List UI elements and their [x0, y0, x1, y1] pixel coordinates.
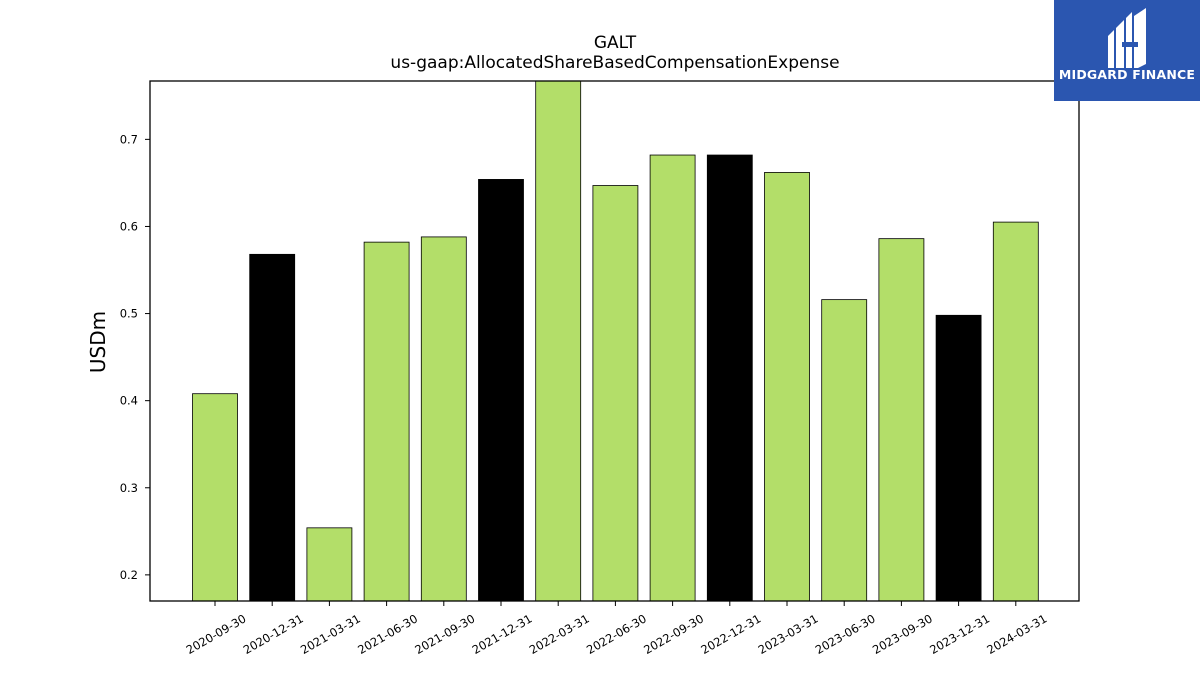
bar-2020-09-30 — [192, 393, 238, 602]
x-tick-label: 2020-09-30 — [184, 611, 249, 657]
x-tick-label: 2023-09-30 — [870, 611, 935, 657]
bar-2021-12-31 — [478, 179, 524, 602]
y-axis-ticks: 0.2 0.3 0.4 0.5 0.6 0.7 — [120, 132, 150, 582]
bar-2023-03-31 — [764, 172, 810, 602]
logo-text: MIDGARD FINANCE — [1058, 67, 1196, 82]
bar-2022-03-31 — [535, 80, 582, 602]
bars-group — [192, 80, 1039, 602]
chart-title: GALT — [594, 33, 637, 53]
x-tick-label: 2022-09-30 — [641, 611, 706, 657]
x-tick-label: 2023-03-31 — [756, 611, 821, 657]
x-tick-label: 2022-06-30 — [584, 611, 649, 657]
x-axis-ticks: 2020-09-302020-12-312021-03-312021-06-30… — [184, 601, 1049, 657]
y-tick-label: 0.6 — [120, 219, 138, 233]
x-tick-label: 2023-12-31 — [927, 611, 992, 657]
bar-2023-12-31 — [935, 314, 982, 602]
bar-2020-12-31 — [249, 253, 296, 602]
x-tick-label: 2021-06-30 — [355, 611, 420, 657]
bar-2022-12-31 — [706, 154, 753, 602]
x-tick-label: 2020-12-31 — [241, 611, 306, 657]
y-axis-label: USDm — [86, 311, 110, 373]
y-tick-label: 0.2 — [120, 568, 138, 582]
bar-2021-06-30 — [363, 241, 410, 602]
bar-2022-09-30 — [649, 154, 696, 602]
y-tick-label: 0.5 — [120, 307, 138, 321]
bar-2024-03-31 — [992, 221, 1039, 602]
x-tick-label: 2022-03-31 — [527, 611, 592, 657]
chart-subtitle: us-gaap:AllocatedShareBasedCompensationE… — [390, 53, 839, 73]
bar-2021-09-30 — [420, 236, 467, 602]
plot-frame — [149, 80, 1080, 602]
x-tick-label: 2021-12-31 — [470, 611, 535, 657]
brand-logo: MIDGARD FINANCE — [1054, 0, 1200, 101]
x-tick-label: 2022-12-31 — [698, 611, 763, 657]
x-tick-label: 2023-06-30 — [813, 611, 878, 657]
bar-2023-09-30 — [878, 238, 925, 602]
y-tick-label: 0.3 — [120, 481, 138, 495]
x-tick-label: 2024-03-31 — [984, 611, 1049, 657]
x-tick-label: 2021-09-30 — [412, 611, 477, 657]
bar-2023-06-30 — [821, 299, 868, 602]
midgard-logo-icon — [1108, 8, 1146, 68]
bar-2022-06-30 — [592, 185, 639, 602]
bar-2021-03-31 — [306, 527, 353, 602]
x-tick-label: 2021-03-31 — [298, 611, 363, 657]
y-tick-label: 0.7 — [120, 132, 138, 146]
y-tick-label: 0.4 — [120, 394, 138, 408]
